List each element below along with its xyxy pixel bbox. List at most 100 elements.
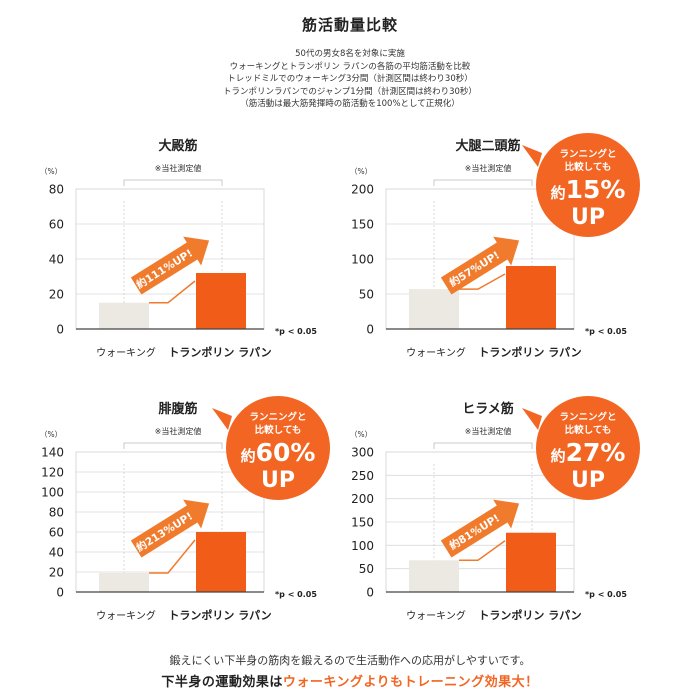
badge-prefix: 約	[551, 447, 566, 465]
study-description: 50代の男女8名を対象に実施 ウォーキングとトランポリン ラパンの各筋の平均筋活…	[0, 48, 700, 111]
significance-label: *p < 0.05	[585, 327, 627, 336]
y-tick-label: 120	[41, 466, 64, 480]
y-tick-label: 80	[49, 183, 64, 197]
badge-percent: 60%	[256, 438, 316, 467]
y-tick-label: 100	[351, 539, 374, 553]
category-label-trampoline: トランポリン ラパン	[168, 608, 271, 622]
bar-trampoline	[506, 266, 556, 329]
y-tick-label: 50	[359, 288, 374, 302]
badge-percent: 27%	[566, 438, 626, 467]
badge-pointer	[522, 145, 542, 167]
y-tick-label: 20	[49, 288, 64, 302]
y-axis-unit: （%）	[350, 430, 372, 439]
badge-circle	[226, 396, 330, 500]
increase-connector	[149, 539, 196, 574]
y-tick-label: 100	[351, 253, 374, 267]
y-tick-label: 300	[351, 446, 374, 460]
badge-circle	[536, 133, 640, 237]
y-tick-label: 80	[49, 506, 64, 520]
bar-walking	[99, 302, 149, 329]
y-tick-label: 20	[49, 566, 64, 580]
arrow-shape	[440, 236, 520, 295]
badge-line-2: 比較しても	[565, 161, 612, 173]
badge-pointer	[212, 408, 232, 430]
badge-line-2: 比較しても	[255, 424, 302, 436]
comparison-bracket	[123, 442, 223, 449]
y-tick-label: 140	[41, 446, 64, 460]
footer-headline-highlight: ウォーキングよりもトレーニング効果大！	[282, 675, 539, 690]
badge-line-2: 比較しても	[565, 424, 612, 436]
badge-value: 約27%	[551, 438, 626, 467]
y-axis-unit: （%）	[350, 167, 372, 176]
study-line-4: トランポリンラパンでのジャンプ1分間（計測区間は終わり30秒）	[223, 86, 477, 97]
chart-title: ヒラメ筋	[462, 401, 514, 417]
badge-up: UP	[261, 468, 295, 493]
badge-percent: 15%	[566, 175, 626, 204]
y-tick-label: 40	[49, 546, 64, 560]
bar-walking	[409, 289, 459, 329]
category-label-walking: ウォーキング	[406, 346, 466, 359]
comparison-bracket	[433, 442, 533, 449]
badge-up: UP	[571, 205, 605, 230]
y-tick-label: 200	[351, 183, 374, 197]
chart-panel-4: ヒラメ筋※当社測定値（%）050100150200250300約81%UP!*p…	[350, 396, 640, 622]
y-tick-label: 0	[56, 323, 64, 337]
bar-walking	[409, 560, 459, 592]
badge-line-1: ランニングと	[249, 411, 306, 423]
page-title: 筋活動量比較	[301, 16, 398, 34]
category-label-walking: ウォーキング	[406, 609, 466, 622]
badge-circle	[536, 396, 640, 500]
y-tick-label: 60	[49, 526, 64, 540]
badge-pointer	[522, 408, 542, 430]
y-axis-unit: （%）	[40, 430, 62, 439]
significance-label: *p < 0.05	[585, 590, 627, 599]
footer-headline-text: 下半身の運動効果は	[161, 675, 283, 690]
y-tick-label: 60	[49, 218, 64, 232]
y-tick-label: 150	[351, 218, 374, 232]
significance-label: *p < 0.05	[275, 327, 317, 336]
chart-title: 腓腹筋	[158, 401, 197, 417]
study-line-5: （筋活動は最大筋発揮時の筋活動を100%として正規化）	[240, 99, 460, 109]
badge-value: 約60%	[241, 438, 316, 467]
category-label-trampoline: トランポリン ラパン	[168, 345, 271, 359]
badge-prefix: 約	[551, 184, 566, 202]
measurement-note: ※当社測定値	[155, 426, 202, 436]
y-tick-label: 100	[41, 486, 64, 500]
bar-walking	[99, 573, 149, 592]
bar-trampoline	[196, 532, 246, 592]
chart-title: 大殿筋	[158, 138, 197, 154]
y-tick-label: 0	[56, 586, 64, 600]
chart-title: 大腿二頭筋	[455, 138, 520, 154]
y-tick-label: 250	[351, 469, 374, 483]
chart-panel-3: 腓腹筋※当社測定値（%）020406080100120140約213%UP!*p…	[40, 396, 330, 622]
y-tick-label: 40	[49, 253, 64, 267]
increase-connector	[149, 280, 196, 304]
study-line-2: ウォーキングとトランポリン ラパンの各筋の平均筋活動を比較	[229, 61, 471, 72]
study-line-3: トレッドミルでのウォーキング3分間（計測区間は終わり30秒）	[227, 74, 473, 84]
measurement-note: ※当社測定値	[155, 163, 202, 173]
y-tick-label: 0	[366, 323, 374, 337]
y-tick-label: 150	[351, 516, 374, 530]
footer-note: 鍛えにくい下半身の筋肉を鍛えるので生活動作への応用がしやすいです。	[169, 654, 531, 667]
badge-up: UP	[571, 468, 605, 493]
bar-trampoline	[506, 532, 556, 592]
comparison-bracket	[123, 179, 223, 186]
category-label-trampoline: トランポリン ラパン	[478, 608, 581, 622]
y-axis-unit: （%）	[40, 167, 62, 176]
bar-trampoline	[196, 273, 246, 329]
measurement-note: ※当社測定値	[465, 163, 512, 173]
y-tick-label: 200	[351, 492, 374, 506]
badge-value: 約15%	[551, 175, 626, 204]
study-line-1: 50代の男女8名を対象に実施	[295, 49, 405, 59]
badge-line-1: ランニングと	[559, 148, 616, 160]
arrow-shape	[130, 236, 210, 295]
significance-label: *p < 0.05	[275, 590, 317, 599]
badge-prefix: 約	[241, 447, 256, 465]
y-tick-label: 50	[359, 562, 374, 576]
footer-headline: 下半身の運動効果はウォーキングよりもトレーニング効果大！	[0, 671, 700, 690]
